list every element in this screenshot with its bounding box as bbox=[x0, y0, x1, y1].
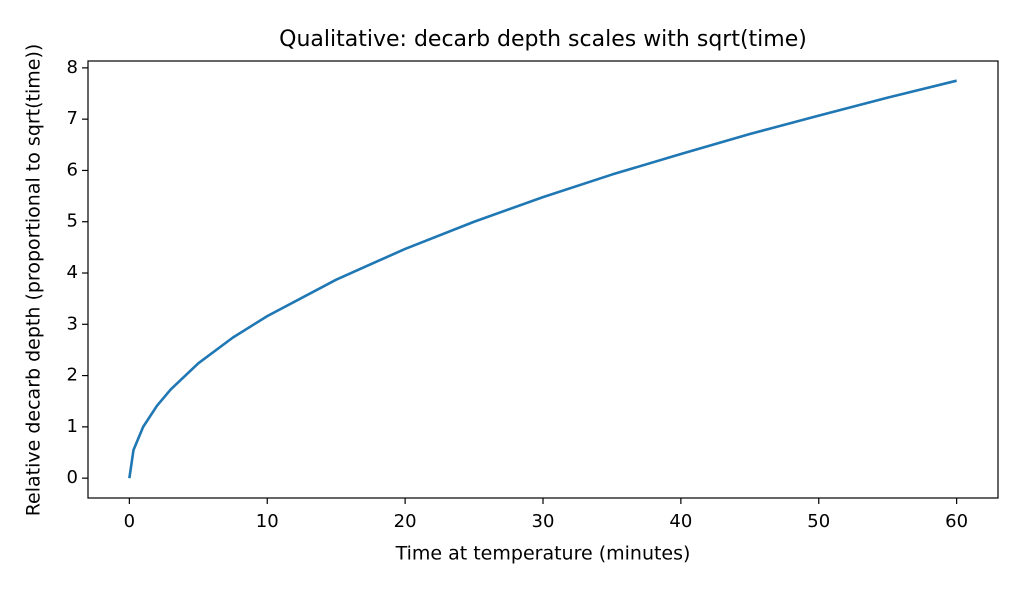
plot-frame bbox=[87, 60, 999, 499]
y-tick-label: 7 bbox=[67, 108, 78, 129]
x-tick-label: 40 bbox=[669, 511, 692, 532]
x-tick-label: 60 bbox=[945, 511, 968, 532]
y-tick-label: 1 bbox=[67, 416, 78, 437]
line bbox=[128, 79, 957, 479]
x-tick-label: 50 bbox=[807, 511, 830, 532]
x-tick-label: 20 bbox=[394, 511, 417, 532]
y-tick-label: 3 bbox=[67, 313, 78, 334]
x-tick-label: 10 bbox=[256, 511, 279, 532]
y-tick-label: 6 bbox=[67, 159, 78, 180]
y-tick-label: 8 bbox=[67, 57, 78, 78]
chart-title: Qualitative: decarb depth scales with sq… bbox=[279, 27, 807, 52]
x-axis-label: Time at temperature (minutes) bbox=[395, 543, 691, 565]
y-axis-label: Relative decarb depth (proportional to s… bbox=[23, 44, 45, 517]
y-tick-label: 5 bbox=[67, 211, 78, 232]
x-tick-label: 0 bbox=[124, 511, 135, 532]
y-tick-label: 2 bbox=[67, 365, 78, 386]
y-tick-label: 4 bbox=[67, 262, 78, 283]
x-tick-label: 30 bbox=[532, 511, 555, 532]
y-tick-label: 0 bbox=[67, 467, 78, 488]
